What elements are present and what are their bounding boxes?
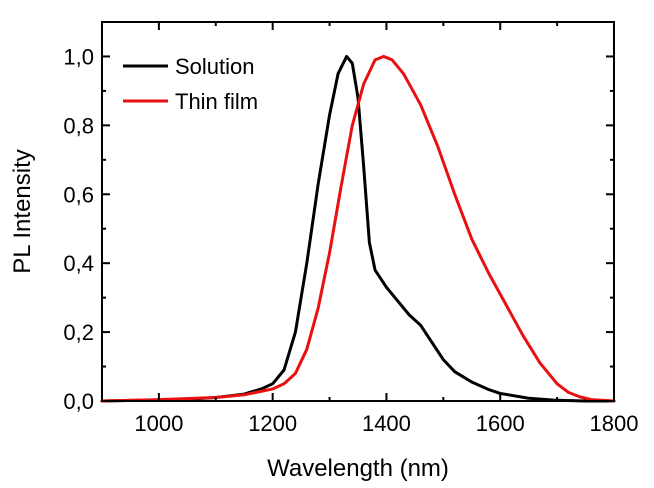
legend-label-thin-film: Thin film <box>175 89 258 114</box>
x-tick-label: 1800 <box>590 411 639 436</box>
tick-marks <box>101 22 615 402</box>
y-tick-label: 0,4 <box>63 251 94 276</box>
x-tick-label: 1000 <box>134 411 183 436</box>
x-tick-label: 1600 <box>476 411 525 436</box>
y-tick-label: 0,8 <box>63 113 94 138</box>
x-tick-label: 1200 <box>248 411 297 436</box>
legend: Solution Thin film <box>123 54 258 114</box>
x-tick-label: 1400 <box>362 411 411 436</box>
plot-area <box>100 21 616 403</box>
series-line-thin-film <box>100 54 616 403</box>
y-tick-label: 0,2 <box>63 320 94 345</box>
y-tick-label: 1,0 <box>63 44 94 69</box>
y-tick-label: 0,6 <box>63 182 94 207</box>
series-line-solution <box>100 54 616 403</box>
legend-label-solution: Solution <box>175 54 255 79</box>
plot-frame <box>101 21 615 402</box>
series-layer <box>100 54 616 403</box>
tick-labels: 1000 1200 1400 1600 1800 0,0 0,2 0,4 0,6 0,8 1,0 <box>63 44 638 436</box>
y-tick-label: 0,0 <box>63 389 94 414</box>
y-axis-label: PL Intensity <box>9 149 36 274</box>
x-axis-label: Wavelength (nm) <box>267 455 449 482</box>
